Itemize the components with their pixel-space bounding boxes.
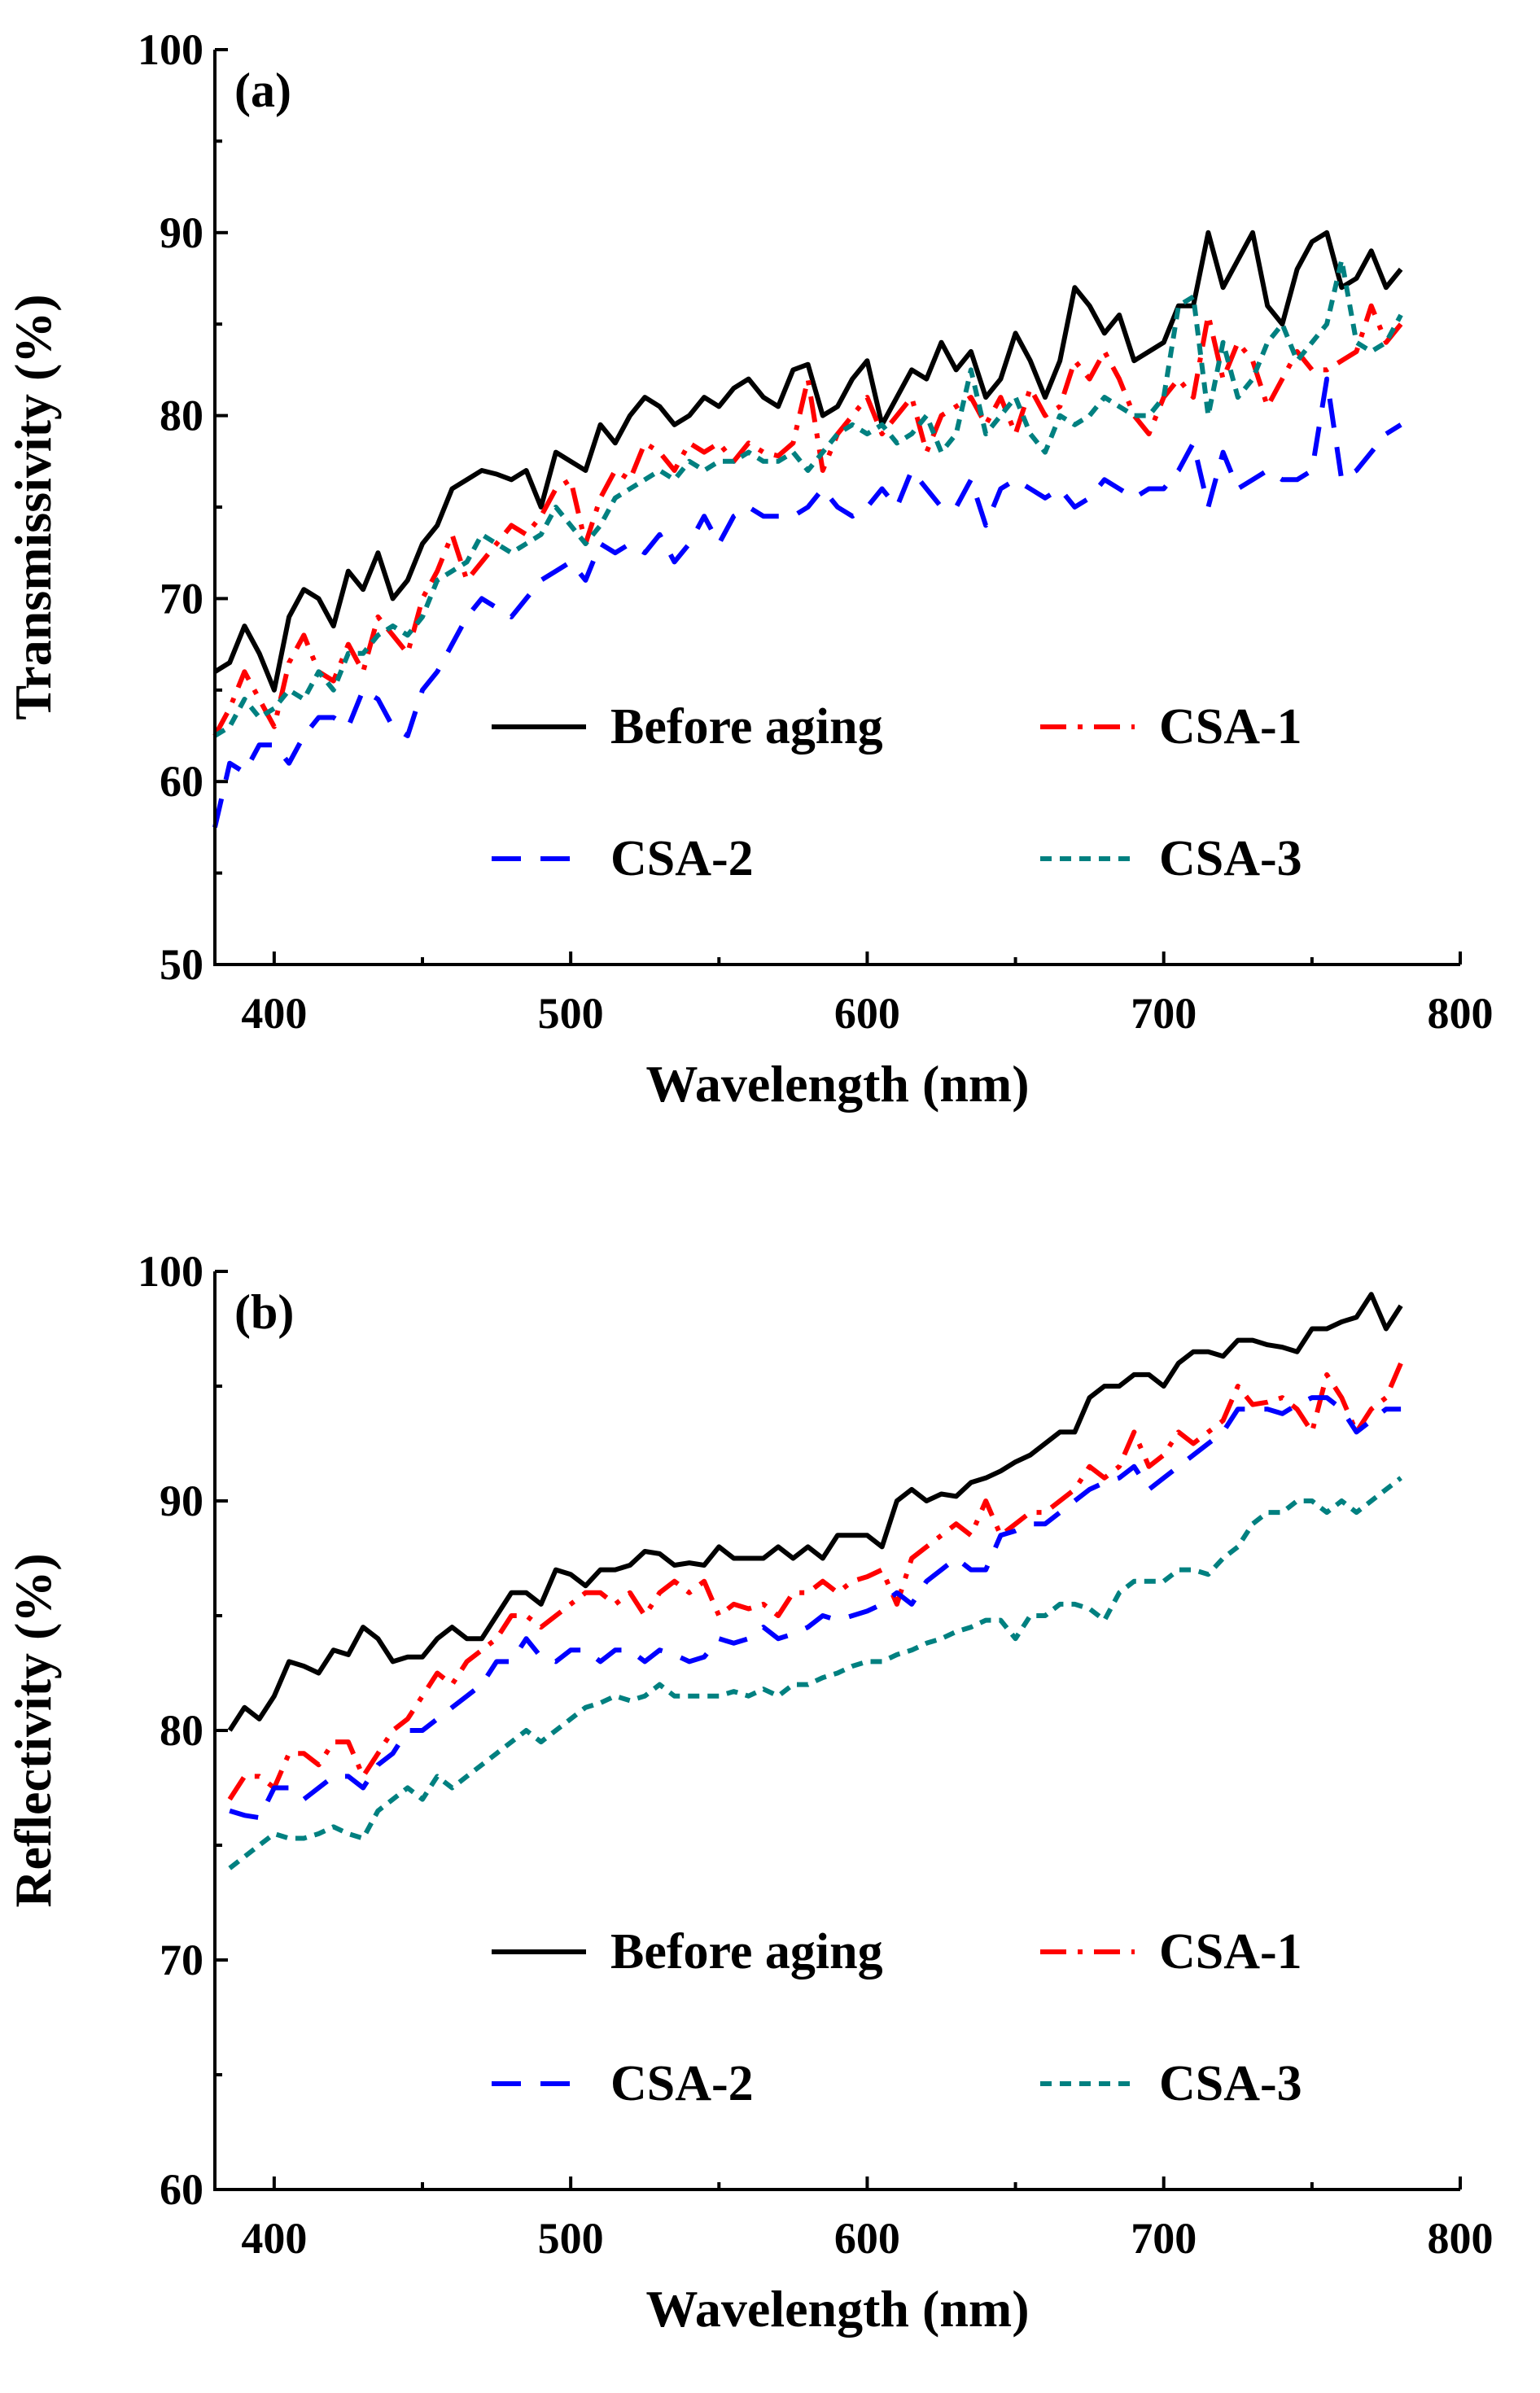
panel-label: (a) (234, 63, 291, 117)
x-tick-label: 700 (1131, 989, 1197, 1038)
series-line-csa-2 (212, 376, 1402, 829)
y-tick-label: 100 (138, 1247, 203, 1296)
x-tick-label: 600 (834, 2214, 900, 2263)
x-tick-label: 500 (538, 989, 604, 1038)
legend-label: CSA-1 (1159, 699, 1302, 755)
legend-label: CSA-2 (610, 831, 754, 886)
series-line-csa-2 (229, 1395, 1402, 1821)
series-line-csa-1 (227, 1362, 1403, 1801)
legend-label: CSA-2 (610, 2056, 754, 2111)
y-tick-label: 90 (160, 1476, 203, 1525)
x-tick-label: 500 (538, 2214, 604, 2263)
legend-label: Before aging (610, 1924, 883, 1980)
y-tick-label: 60 (160, 757, 203, 806)
y-tick-label: 90 (160, 208, 203, 257)
y-tick-label: 80 (160, 1706, 203, 1755)
x-tick-label: 800 (1428, 989, 1494, 1038)
y-tick-label: 70 (160, 574, 203, 623)
legend-label: CSA-3 (1159, 2056, 1302, 2111)
x-tick-label: 800 (1428, 2214, 1494, 2263)
legend-label: CSA-1 (1159, 1924, 1302, 1980)
x-tick-label: 600 (834, 989, 900, 1038)
legend-label: Before aging (610, 699, 883, 755)
y-tick-label: 50 (160, 940, 203, 989)
series-line-before-aging (227, 1292, 1403, 1732)
y-tick-label: 100 (138, 25, 203, 74)
series-line-csa-1 (212, 303, 1403, 737)
panel-label: (b) (234, 1285, 294, 1339)
panel-a-transmissivity: 50 60 70 80 90 100 400 500 600 700 800 Wavelength (… (4, 25, 1494, 1113)
y-axis-title: Transmissivity (%) (4, 294, 62, 720)
x-tick-label: 400 (241, 989, 307, 1038)
legend-label: CSA-3 (1159, 831, 1302, 886)
x-axis-title: Wavelength (nm) (645, 1055, 1029, 1113)
series-line-before-aging (213, 230, 1403, 693)
series-line-csa-3 (228, 1476, 1402, 1870)
y-tick-label: 60 (160, 2165, 203, 2214)
panel-b-reflectivity: 60 70 80 90 100 400 500 600 700 800 Wavelength (nm… (4, 1247, 1494, 2338)
x-axis-title: Wavelength (nm) (645, 2280, 1029, 2338)
y-tick-label: 80 (160, 392, 203, 440)
x-tick-label: 400 (241, 2214, 307, 2263)
series-line-csa-3 (213, 257, 1403, 738)
y-tick-label: 70 (160, 1936, 203, 1984)
x-tick-label: 700 (1131, 2214, 1197, 2263)
y-axis-title: Reflectivity (%) (4, 1553, 62, 1907)
